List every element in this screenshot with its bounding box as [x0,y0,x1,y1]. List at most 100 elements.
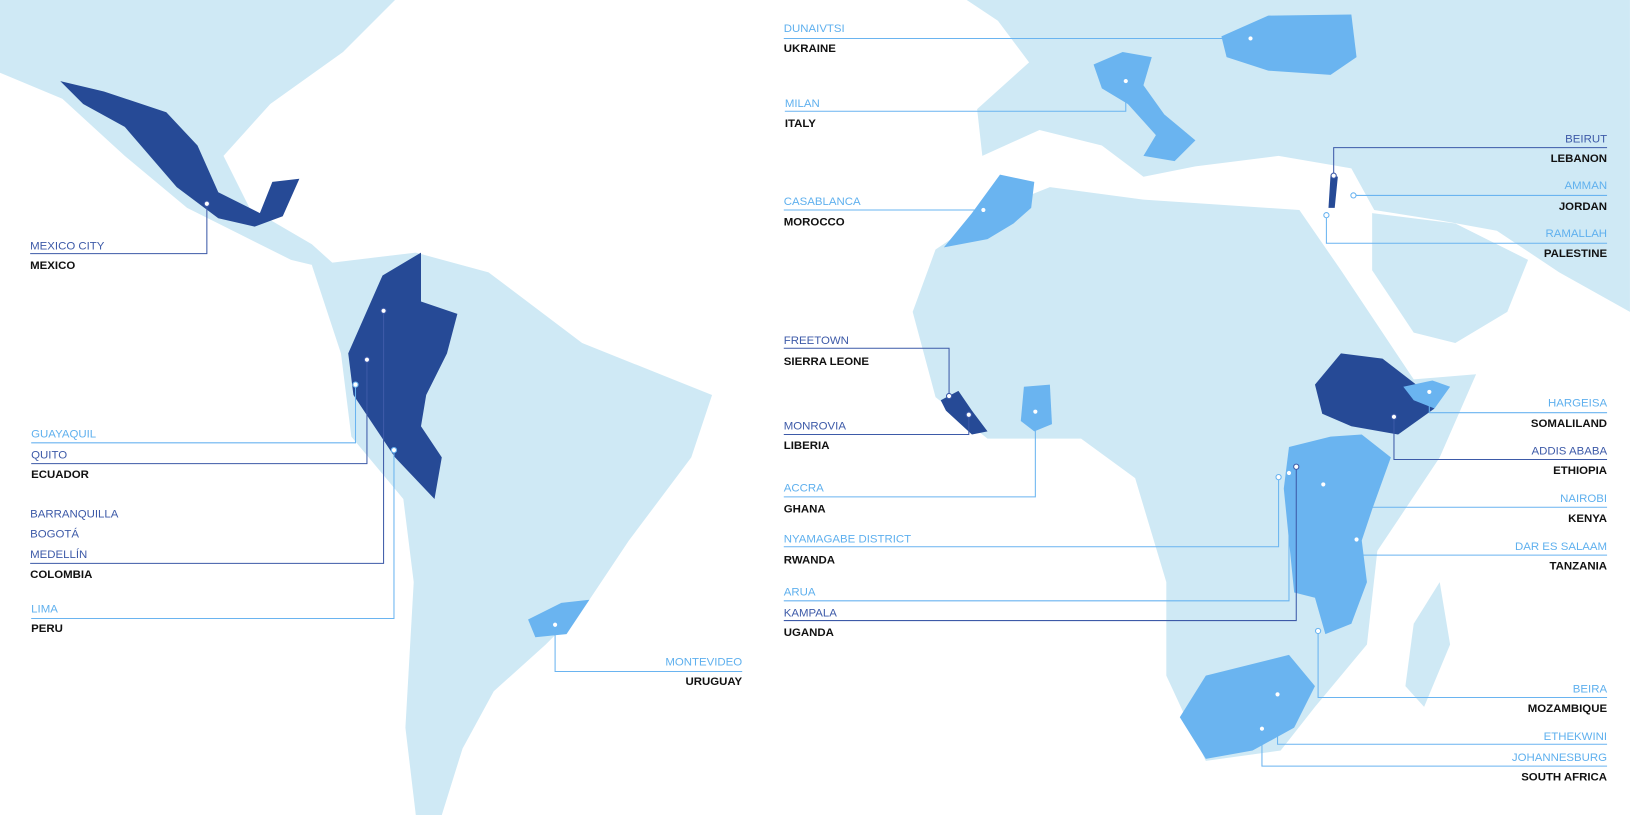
country-label: COLOMBIA [30,569,92,581]
city-label: BEIRA [1573,683,1608,695]
city-dot [1122,77,1129,85]
country-label: ITALY [785,118,816,130]
city-dot [1032,408,1039,415]
leader-line [1356,539,1608,556]
leader-line [1333,147,1608,176]
country-label: UKRAINE [784,43,836,55]
city-dot [203,200,210,207]
leader-line [31,384,357,444]
highlighted-countries [60,14,1451,759]
sierra-leone-liberia [940,390,988,435]
leader-line [783,466,1297,622]
ukraine [1221,14,1357,75]
leader-line [31,450,395,620]
city-dot [380,307,387,314]
italy [1093,51,1196,162]
city-dot [980,206,987,214]
country-label: SOUTH AFRICA [1521,772,1607,784]
ghana [1020,384,1052,432]
leader-line [783,472,1290,602]
city-label: RAMALLAH [1545,228,1607,240]
country-label: KENYA [1568,513,1607,525]
city-label: HARGEISA [1548,397,1607,409]
city-dot [1390,413,1398,420]
country-label: MEXICO [30,260,75,272]
leader-line [554,624,743,673]
city-dot [363,356,371,363]
labels: MEXICO CITY MEXICO GUAYAQUIL QUITO ECUADOR BA… [30,23,1608,784]
city-label: MILAN [785,98,820,110]
leader-line [1322,484,1608,508]
mexico [60,81,300,227]
city-dot [945,392,953,400]
leader-line [1317,630,1608,699]
country-label: PERU [31,623,63,635]
leader-line [1428,391,1608,414]
country-label: MOZAMBIQUE [1528,703,1608,715]
city-label: BOGOTÁ [30,527,79,540]
somaliland [1403,380,1451,409]
country-label: TANZANIA [1550,561,1608,573]
country-label: UGANDA [784,627,834,639]
city-dot [390,446,398,454]
city-label: JOHANNESBURG [1512,752,1607,764]
country-label: LEBANON [1551,153,1607,165]
leader-line [1277,694,1608,745]
leader-line [1261,728,1608,767]
leader-line [30,203,208,255]
city-label: CASABLANCA [784,196,861,208]
city-label: MONROVIA [784,420,847,432]
city-dot [1258,725,1266,732]
city-label: MEXICO CITY [30,240,105,252]
city-label: BARRANQUILLA [30,509,119,521]
city-dot [551,621,559,628]
country-label: GHANA [784,503,826,515]
city-label: MONTEVIDEO [665,656,742,668]
city-label: ARUA [784,587,816,599]
city-label: KAMPALA [784,607,837,619]
leader-line [784,81,1127,112]
leader-line [1393,416,1608,460]
city-dot [1320,481,1327,488]
country-label: LIBERIA [784,440,830,452]
levant [1328,174,1338,208]
city-dot [1350,192,1357,199]
east-africa [1283,434,1391,635]
city-label: MEDELLÍN [30,548,87,561]
country-label: RWANDA [784,554,835,566]
city-label: FREETOWN [784,335,849,347]
country-label: SOMALILAND [1531,418,1607,430]
city-dot [1247,35,1254,42]
city-dot [1285,469,1293,477]
leader-line [783,411,1036,498]
country-label: PALESTINE [1544,248,1608,260]
leader-line [30,310,385,564]
city-label: DAR ES SALAAM [1515,541,1607,553]
city-label: LIMA [31,603,58,615]
leader-line [783,414,970,436]
country-label: SIERRA LEONE [784,356,870,368]
andean-countries [348,252,458,499]
leader-line [783,347,950,397]
leader-line [1325,215,1608,244]
country-label: ECUADOR [31,469,89,481]
city-dot [1293,463,1300,470]
country-label: URUGUAY [685,676,742,688]
city-dot [1274,691,1281,698]
city-label: ADDIS ABABA [1532,445,1608,457]
city-label: ETHEKWINI [1544,731,1607,743]
city-label: AMMAN [1565,180,1608,192]
ethiopia [1314,353,1435,435]
city-dot [1275,474,1282,481]
south-africa [1179,654,1315,759]
city-label: ACCRA [784,483,824,495]
city-label: GUAYAQUIL [31,429,96,441]
city-dot [1426,388,1433,396]
city-dot [1314,627,1322,635]
morocco [943,174,1035,248]
leader-line [31,359,368,465]
city-dot [352,381,359,388]
country-label: ETHIOPIA [1553,465,1607,477]
